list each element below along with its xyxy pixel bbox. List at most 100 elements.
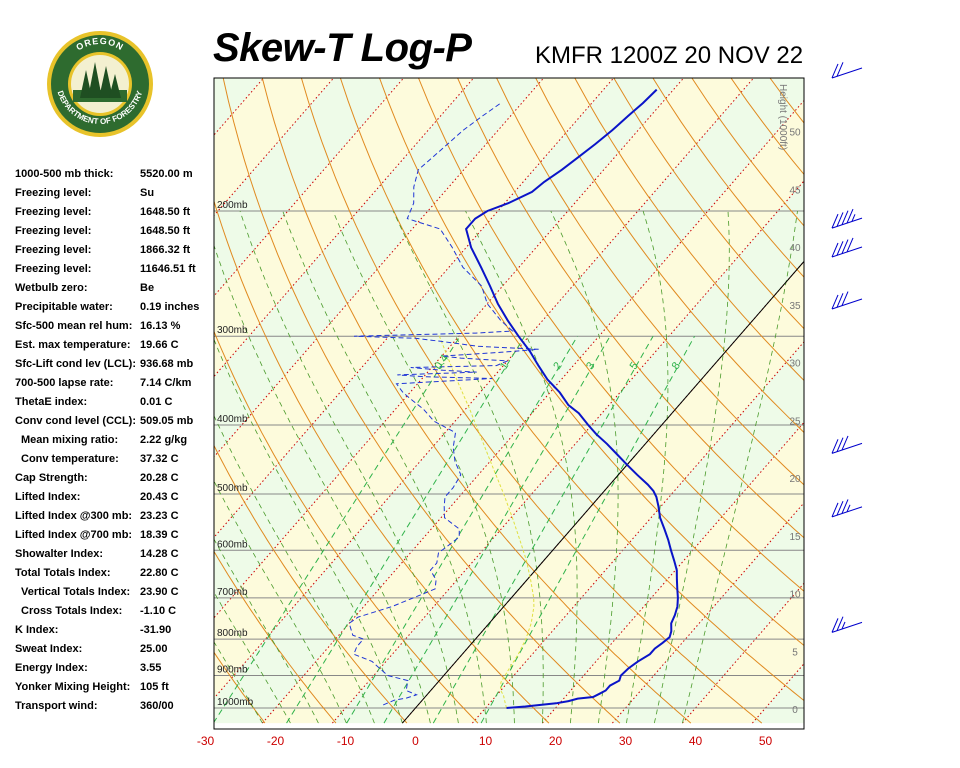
height-tick-label: 0 (792, 705, 798, 716)
wind-barbs (831, 62, 863, 633)
stat-value: 23.90 C (140, 586, 179, 598)
stat-row: K Index: -31.90 (15, 624, 210, 643)
stat-label: Mean mixing ratio: (21, 434, 119, 446)
moist-adiabat-line (682, 210, 798, 724)
isotherm-line (332, 180, 804, 724)
stat-label: Sweat Index: (15, 643, 83, 655)
moist-adiabat-line (626, 210, 669, 724)
moist-adiabat-line (239, 210, 459, 724)
x-tick-label: 50 (759, 734, 773, 748)
stat-value: 1648.50 ft (140, 225, 191, 237)
isotherm-line (0, 0, 124, 723)
oregon-department-of-forestry-logo: OREGON DEPARTMENT OF FORESTRY (47, 31, 153, 137)
dry-adiabat-line (789, 0, 960, 723)
stat-label: Total Totals Index: (15, 567, 111, 579)
stat-row: 700-500 lapse rate: 7.14 C/km (15, 377, 210, 396)
chart-title: Skew-T Log-P (213, 26, 472, 70)
moist-adiabat-line (214, 480, 347, 724)
isotherm-line (892, 0, 960, 723)
sounding-traces (348, 88, 679, 709)
pressure-label: 300mb (217, 325, 248, 336)
dry-adiabat-line (861, 0, 960, 723)
x-tick-label: 10 (479, 734, 493, 748)
stat-row: Lifted Index: 20.43 C (15, 491, 210, 510)
isotherm-band (822, 0, 960, 723)
stat-label: 1000-500 mb thick: (15, 168, 114, 180)
stat-row: 1000-500 mb thick: 5520.00 m (15, 168, 210, 187)
dry-adiabat-line (457, 78, 804, 539)
isotherm-line (822, 0, 960, 723)
stat-label: Transport wind: (15, 700, 98, 712)
stat-label: ThetaE index: (15, 396, 88, 408)
stat-row: Conv temperature: 37.32 C (15, 453, 210, 472)
stat-value: Su (140, 187, 155, 199)
stat-value: 5520.00 m (140, 168, 193, 180)
stat-value: 20.28 C (140, 472, 179, 484)
stat-value: 7.14 C/km (140, 377, 192, 389)
isotherm-line (262, 99, 804, 724)
stat-row: Sfc-500 mean rel hum: 16.13 % (15, 320, 210, 339)
dry-adiabat-line (574, 78, 804, 382)
stat-value: 0.01 C (140, 396, 173, 408)
pressure-label: 1000mb (217, 697, 254, 708)
dry-adiabat-line (825, 0, 960, 723)
stat-row: Sfc-Lift cond lev (LCL): 936.68 mb (15, 358, 210, 377)
stat-value: -1.10 C (140, 605, 177, 617)
stat-row: Energy Index: 3.55 (15, 662, 210, 681)
mixing-ratio-label: 8 (670, 360, 683, 372)
stat-label: Freezing level: (15, 187, 92, 199)
x-tick-label: 20 (549, 734, 563, 748)
dry-adiabat-line (898, 0, 960, 723)
stat-label: Est. max temperature: (15, 339, 131, 351)
isotherm-band (0, 0, 194, 723)
stat-label: Sfc-500 mean rel hum: (15, 320, 133, 332)
dry-adiabat-line (934, 0, 960, 723)
dry-adiabat-line (214, 651, 266, 724)
mixing-ratio-line (346, 335, 578, 724)
isotherm-line (542, 421, 804, 724)
stat-value: 1866.32 ft (140, 244, 191, 256)
temperature-trace (464, 88, 679, 709)
stat-row: Est. max temperature: 19.66 C (15, 339, 210, 358)
stat-value: 2.22 g/kg (140, 434, 188, 446)
isotherm-band (214, 78, 404, 296)
x-tick-label: -10 (337, 734, 355, 748)
stat-label: Freezing level: (15, 225, 92, 237)
pressure-label: 400mb (217, 414, 248, 425)
axis-labels: 0.4 1 2 3 5 8200mb300mb400mb500mb600mb700mb80… (197, 84, 801, 748)
moist-adiabat-line (214, 244, 431, 724)
stat-row: Showalter Index: 14.28 C (15, 548, 210, 567)
thermo-grid (0, 0, 960, 724)
height-tick-label: 25 (789, 416, 801, 427)
stat-row: Vertical Totals Index: 23.90 C (15, 586, 210, 605)
moist-adiabat-line (654, 210, 730, 724)
mixing-ratio-line (286, 335, 526, 724)
height-tick-label: 30 (789, 359, 801, 370)
x-tick-label: -30 (197, 734, 215, 748)
stat-value: 1648.50 ft (140, 206, 191, 218)
stat-value: 105 ft (140, 681, 169, 693)
pressure-label: 700mb (217, 587, 248, 598)
stat-label: Cross Totals Index: (21, 605, 123, 617)
height-axis-label: Height (1000ft) (777, 84, 788, 150)
stat-row: Cross Totals Index: -1.10 C (15, 605, 210, 624)
stat-label: Lifted Index @700 mb: (15, 529, 133, 541)
stat-value: -31.90 (140, 624, 172, 636)
stat-label: Cap Strength: (15, 472, 88, 484)
stat-value: 23.23 C (140, 510, 179, 522)
moist-adiabat-line (214, 338, 403, 724)
stat-label: 700-500 lapse rate: (15, 377, 114, 389)
stat-label: Freezing level: (15, 244, 92, 256)
zero-isotherm-line (402, 260, 804, 724)
stat-row: Freezing level: 11646.51 ft (15, 263, 210, 282)
mixing-ratio-label: 3 (584, 360, 597, 372)
isotherm-band (332, 180, 804, 724)
station-time-label: KMFR 1200Z 20 NOV 22 (535, 42, 804, 69)
stat-label: Energy Index: (15, 662, 88, 674)
dry-adiabat-line (339, 78, 804, 702)
wind-barb (831, 435, 863, 454)
stat-row: Yonker Mixing Height: 105 ft (15, 681, 210, 700)
moist-adiabat-line (214, 538, 319, 724)
stat-value: 0.19 inches (140, 301, 200, 313)
